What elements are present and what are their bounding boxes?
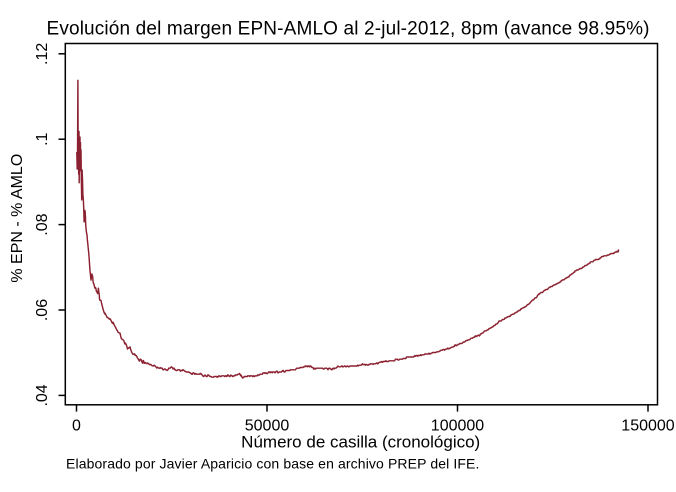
svg-text:50000: 50000 (245, 417, 290, 434)
svg-text:Evolución del margen EPN-AMLO: Evolución del margen EPN-AMLO al 2-jul-2… (47, 18, 650, 39)
svg-text:.08: .08 (34, 213, 51, 235)
svg-text:100000: 100000 (431, 417, 484, 434)
svg-text:.06: .06 (34, 299, 51, 321)
svg-text:.12: .12 (34, 43, 51, 65)
svg-text:.04: .04 (34, 384, 51, 406)
svg-text:% EPN - % AMLO: % EPN - % AMLO (9, 154, 26, 283)
svg-text:Número de casilla (cronológico: Número de casilla (cronológico) (241, 432, 480, 451)
svg-text:0: 0 (72, 417, 81, 434)
svg-text:Elaborado por Javier Aparicio: Elaborado por Javier Aparicio con base e… (66, 456, 480, 472)
svg-text:150000: 150000 (621, 417, 674, 434)
svg-text:.1: .1 (34, 132, 51, 145)
